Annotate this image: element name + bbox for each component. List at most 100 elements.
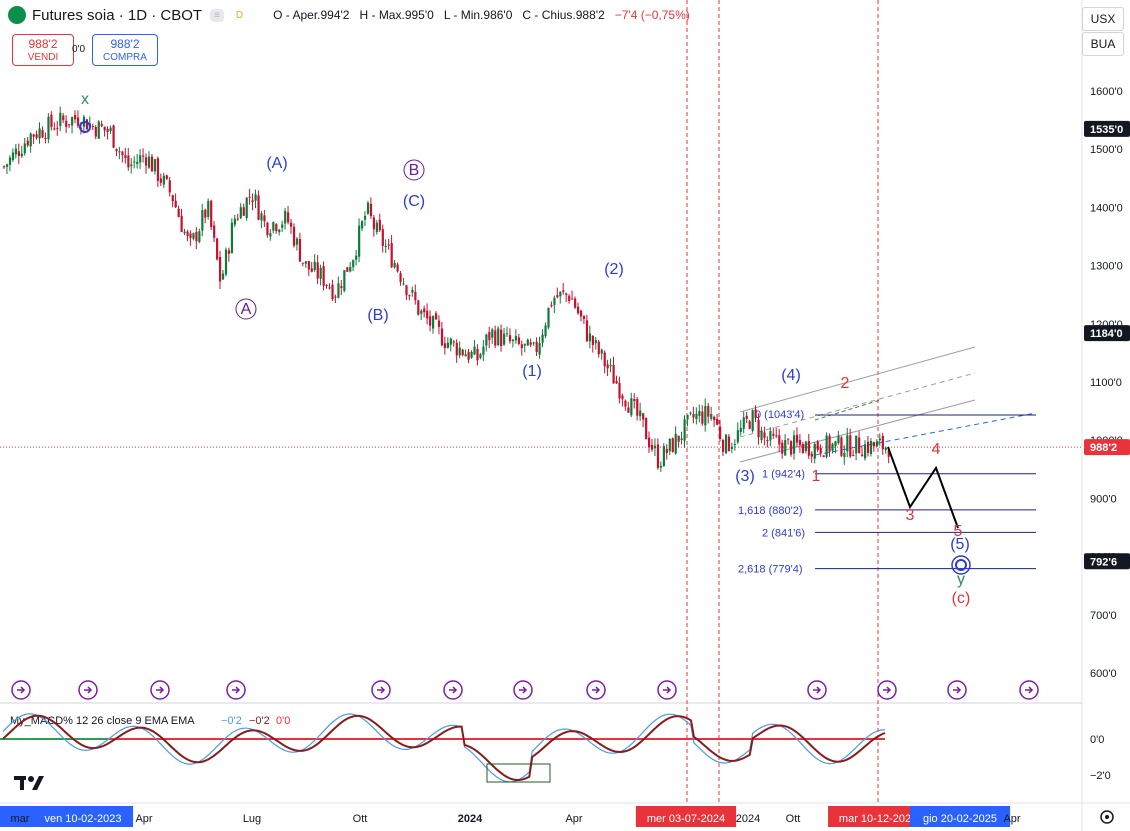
macd-pane[interactable]: My_MACD% 12 26 close 9 EMA EMA −0'2 −0'2 0'…: [0, 713, 1111, 783]
price-axis[interactable]: [1082, 0, 1130, 831]
macd-value-1: −0'2: [221, 715, 242, 727]
settings-gear-icon[interactable]: [1100, 810, 1114, 824]
candle-body: [585, 320, 589, 342]
symbol-title[interactable]: Futures soia · 1D · CBOT: [32, 6, 203, 24]
candle-body: [547, 307, 550, 328]
candle-body: [650, 445, 654, 450]
event-arrow-icon: [449, 686, 458, 694]
candle-body: [59, 112, 62, 126]
unit-select[interactable]: BUA: [1082, 32, 1124, 56]
candle-body: [434, 313, 438, 320]
y-tick-label: 1500'0: [1090, 144, 1123, 156]
candle-body: [32, 134, 35, 137]
candle-body: [476, 348, 479, 361]
candle-body: [639, 410, 642, 417]
macd-y-tick: −2'0: [1090, 770, 1111, 782]
event-arrow-icon: [813, 686, 822, 694]
candle-body: [156, 158, 160, 181]
candle-body: [748, 421, 751, 429]
data-status-pill[interactable]: D: [235, 9, 244, 21]
wave-labels: x (A) B (C) A (B) (2) (1) (4) (3) 2 1 3 4 5(5) y (c): [79, 91, 971, 607]
channel-mid[interactable]: [739, 372, 976, 438]
candle-body: [479, 354, 482, 358]
candle-body: [106, 129, 109, 132]
projection-path[interactable]: [887, 446, 959, 529]
candle-body: [304, 261, 307, 264]
candle-body: [568, 295, 571, 301]
candle-body: [449, 338, 452, 345]
candle-body: [429, 316, 432, 326]
candle-body: [189, 233, 192, 239]
ohlc-low: L - Min.986'0: [443, 8, 513, 22]
candle-body: [198, 231, 201, 243]
x-tick-label: mar 10-12-202: [839, 813, 911, 825]
symbol-header[interactable]: Futures soia · 1D · CBOT ≡ D O - Aper.99…: [8, 6, 690, 24]
candle-body: [553, 297, 556, 305]
time-axis[interactable]: mar ven 10-02-2023 Apr Lug Ott 2024 Apr mer 03-…: [0, 806, 1021, 827]
y-tick-label: 1400'0: [1090, 202, 1123, 214]
y-tick-label: 1600'0: [1090, 86, 1123, 98]
candle-body: [630, 398, 633, 416]
candle-body: [863, 444, 867, 459]
candle-body: [56, 127, 59, 129]
candle-body: [437, 320, 441, 327]
trend-line-green[interactable]: [814, 399, 881, 421]
candle-body: [233, 218, 236, 225]
currency-select[interactable]: USX: [1082, 7, 1124, 31]
candle-body: [683, 419, 686, 441]
candle-body: [100, 123, 103, 127]
candle-body: [375, 222, 378, 233]
candle-body: [659, 465, 663, 468]
price-badge: [1084, 325, 1130, 342]
candle-body: [840, 437, 843, 456]
candle-body: [855, 435, 858, 454]
candle-body: [656, 444, 660, 468]
channel-lines[interactable]: [739, 346, 1037, 463]
candle-body: [423, 308, 426, 313]
candle-body: [139, 155, 142, 163]
candle-body: [825, 435, 828, 457]
candle-body: [221, 273, 225, 280]
candle-body: [405, 285, 408, 296]
buy-button[interactable]: 988'2 COMPRA: [92, 34, 158, 66]
candle-body: [751, 410, 754, 432]
candle-body: [124, 155, 127, 159]
candle-body: [538, 342, 541, 355]
event-icons[interactable]: [11, 680, 1039, 700]
sell-button[interactable]: 988'2 VENDI: [12, 34, 74, 66]
price-badge-label: 988'2: [1090, 442, 1117, 454]
candle-body: [680, 438, 683, 440]
trend-line-blue[interactable]: [814, 412, 1037, 456]
x-tick-label: Ott: [786, 813, 801, 825]
candle-body: [550, 305, 553, 307]
candle-body: [769, 431, 772, 441]
channel-upper[interactable]: [739, 346, 976, 413]
event-arrow-icon: [17, 686, 26, 694]
y-tick-label: 1100'0: [1090, 377, 1122, 389]
candle-body: [340, 286, 343, 289]
candle-body: [316, 262, 319, 279]
candle-body: [884, 447, 887, 451]
candle-body: [508, 335, 512, 342]
candle-body: [804, 441, 808, 452]
candle-body: [118, 151, 121, 153]
wave-label: (C): [403, 193, 425, 210]
candle-body: [834, 441, 837, 447]
macd-highlight-box: [486, 763, 551, 783]
x-tick-label: gio 20-02-2025: [923, 813, 997, 825]
candle-body: [269, 233, 272, 237]
candle-body: [745, 415, 748, 419]
price-badge-label: 1535'0: [1090, 124, 1123, 136]
candle-body: [795, 434, 799, 443]
menu-pill[interactable]: ≡: [210, 8, 224, 22]
fib-extension[interactable]: 0 (1043'4) 1 (942'4) 1,618 (880'2) 2 (841'6…: [738, 409, 1036, 576]
ohlc-change: −7'4 (−0,75%): [614, 8, 690, 22]
candle-body: [692, 414, 695, 418]
candle-body: [5, 164, 9, 167]
candle-body: [517, 337, 521, 344]
candle-body: [35, 134, 38, 138]
candle-body: [298, 238, 302, 262]
candle-body: [470, 351, 473, 358]
price-pane[interactable]: [0, 0, 1082, 703]
